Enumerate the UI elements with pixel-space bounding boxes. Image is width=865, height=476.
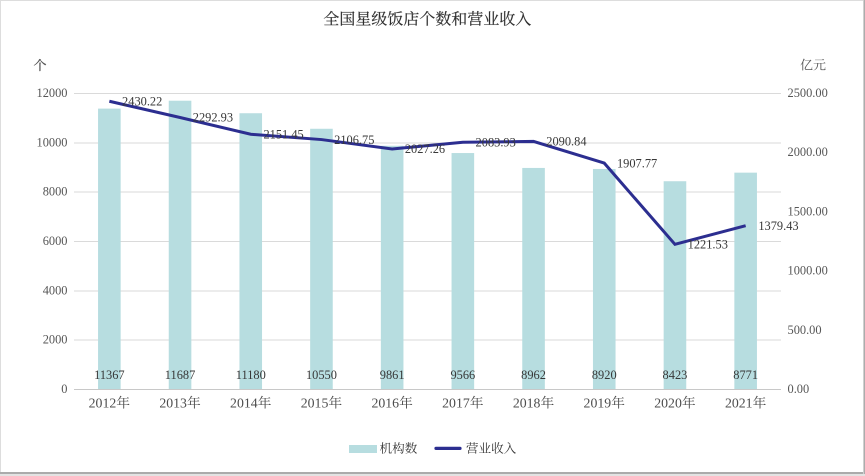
svg-text:2430.22: 2430.22 xyxy=(122,94,162,108)
svg-text:2027.26: 2027.26 xyxy=(405,142,445,156)
svg-text:1907.77: 1907.77 xyxy=(617,156,657,170)
svg-text:2017: 2017 xyxy=(442,396,470,411)
svg-text:0.00: 0.00 xyxy=(788,382,810,396)
svg-text:500.00: 500.00 xyxy=(788,323,822,337)
svg-text:2013: 2013 xyxy=(159,396,187,411)
svg-text:11180: 11180 xyxy=(236,368,266,382)
svg-text:2151.45: 2151.45 xyxy=(263,127,303,141)
svg-text:12000: 12000 xyxy=(37,86,68,100)
svg-text:11367: 11367 xyxy=(94,368,125,382)
svg-text:8962: 8962 xyxy=(521,368,546,382)
svg-text:4000: 4000 xyxy=(43,283,68,297)
svg-text:8771: 8771 xyxy=(733,368,758,382)
svg-text:2021: 2021 xyxy=(725,396,753,411)
svg-text:2014: 2014 xyxy=(230,396,258,411)
svg-text:8920: 8920 xyxy=(592,368,617,382)
svg-text:9861: 9861 xyxy=(380,368,405,382)
svg-text:2020: 2020 xyxy=(654,396,682,411)
svg-text:2106.75: 2106.75 xyxy=(334,133,374,147)
svg-text:2015: 2015 xyxy=(301,396,329,411)
svg-text:6000: 6000 xyxy=(43,234,68,248)
svg-text:8423: 8423 xyxy=(663,368,688,382)
svg-text:2019: 2019 xyxy=(584,396,612,411)
svg-text:2083.93: 2083.93 xyxy=(476,135,516,149)
svg-text:10000: 10000 xyxy=(37,135,68,149)
svg-text:2018: 2018 xyxy=(513,396,541,411)
svg-text:2000.00: 2000.00 xyxy=(788,145,828,159)
svg-text:1500.00: 1500.00 xyxy=(788,204,828,218)
svg-text:10550: 10550 xyxy=(306,368,337,382)
svg-text:2016: 2016 xyxy=(371,396,399,411)
svg-text:1000.00: 1000.00 xyxy=(788,264,828,278)
svg-text:8000: 8000 xyxy=(43,185,68,199)
svg-text:2500.00: 2500.00 xyxy=(788,86,828,100)
svg-text:11687: 11687 xyxy=(165,368,196,382)
svg-text:1379.43: 1379.43 xyxy=(758,219,798,233)
svg-text:9566: 9566 xyxy=(450,368,475,382)
svg-text:1221.53: 1221.53 xyxy=(688,238,728,252)
svg-text:2292.93: 2292.93 xyxy=(193,111,233,125)
svg-text:2000: 2000 xyxy=(43,333,68,347)
svg-text:2012: 2012 xyxy=(89,396,117,411)
svg-text:0: 0 xyxy=(61,382,67,396)
svg-text:2090.84: 2090.84 xyxy=(546,135,586,149)
